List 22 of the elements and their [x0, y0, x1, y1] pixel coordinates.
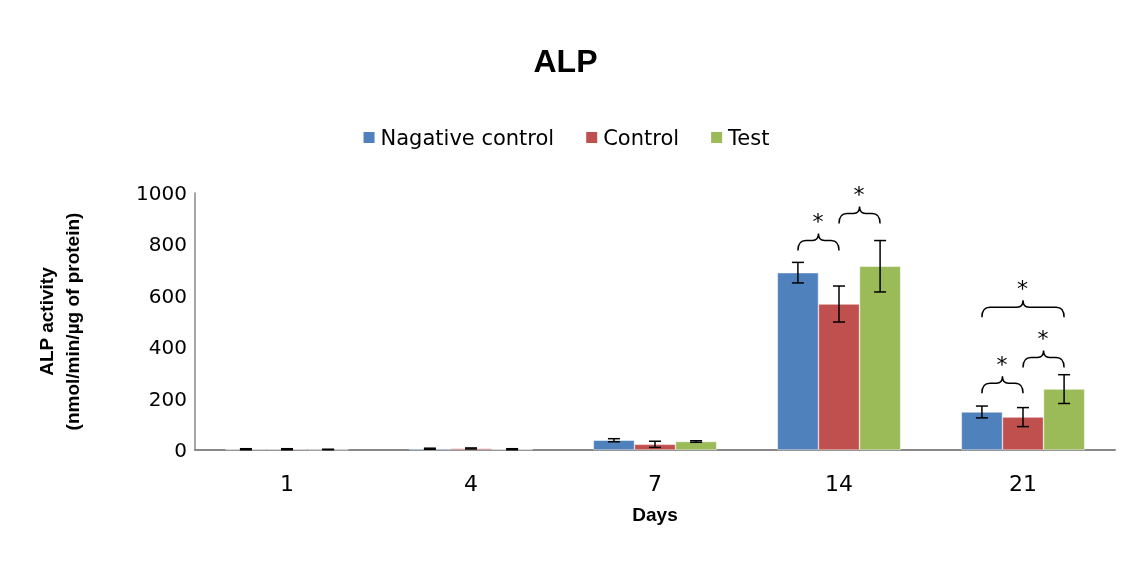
annotation: *	[996, 351, 1008, 377]
x-tick-label: 14	[825, 470, 853, 496]
y-axis-title: ALP activity (nmol/min/µg of protein)	[35, 212, 83, 431]
annotation: *	[853, 182, 865, 208]
y-tick-label: 600	[148, 283, 187, 308]
annotation: *	[1037, 325, 1049, 351]
y-tick-label: 800	[148, 232, 187, 257]
chart-title: ALP	[533, 43, 598, 79]
y-tick-label: 400	[148, 335, 187, 360]
x-tick-label: 1	[280, 470, 294, 496]
x-tick-label: 7	[648, 470, 662, 496]
y-tick-label: 1000	[136, 181, 187, 205]
y-tick-label: 200	[148, 386, 187, 411]
legend-label: Test	[727, 125, 770, 150]
legend-label: Nagative control	[380, 125, 555, 150]
annotation: *	[812, 209, 824, 235]
x-tick-label: 21	[1009, 470, 1037, 496]
x-tick-label: 4	[464, 470, 478, 496]
legend-label: Control	[603, 125, 680, 150]
annotation: *	[1017, 275, 1028, 301]
x-axis-title: Days	[632, 504, 678, 525]
y-tick-label: 0	[174, 438, 187, 462]
